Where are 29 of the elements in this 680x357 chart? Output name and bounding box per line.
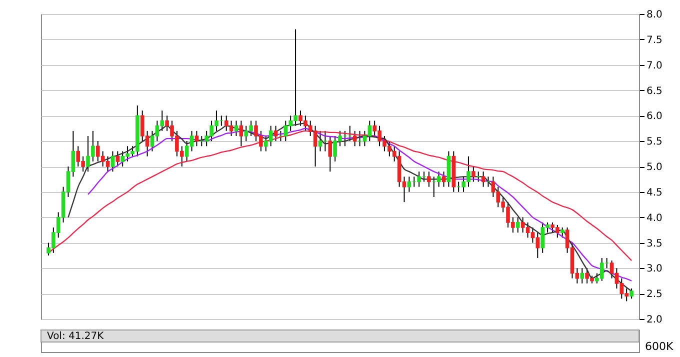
candlestick: [194, 130, 199, 147]
candlestick: [239, 120, 244, 147]
y-tick-label: 3.0: [646, 264, 662, 275]
y-tick-label: 5.5: [646, 136, 662, 148]
candlestick: [328, 136, 332, 172]
candlestick: [516, 216, 520, 234]
y-tick-label: 2.5: [646, 289, 662, 300]
candlestick: [234, 120, 238, 136]
candlestick: [318, 130, 322, 152]
candlestick: [580, 268, 584, 284]
candlestick: [472, 166, 476, 182]
candlestick: [630, 288, 634, 300]
text: Vol: 41.27K: [47, 331, 104, 342]
y-tick-label: 6.5: [646, 86, 662, 97]
y-tick-label: 5.0: [646, 162, 662, 173]
y-tick-label: 2.0: [646, 314, 662, 326]
candlestick: [116, 150, 120, 167]
candlestick: [110, 150, 115, 172]
y-tick-label: 4.0: [646, 212, 662, 224]
y-tick-label: 3.5: [646, 238, 662, 250]
y-tick-label: 7.5: [646, 34, 662, 46]
y-tick-label: 7.0: [646, 60, 662, 72]
y-tick-label: 4.5: [646, 187, 662, 198]
y-tick-label: 8.0: [646, 10, 662, 20]
candlestick: [274, 125, 278, 142]
y-tick-label: 6.0: [646, 111, 662, 122]
candlestick: [427, 171, 431, 188]
candlestick: [352, 130, 357, 147]
text: 600K: [645, 340, 674, 353]
